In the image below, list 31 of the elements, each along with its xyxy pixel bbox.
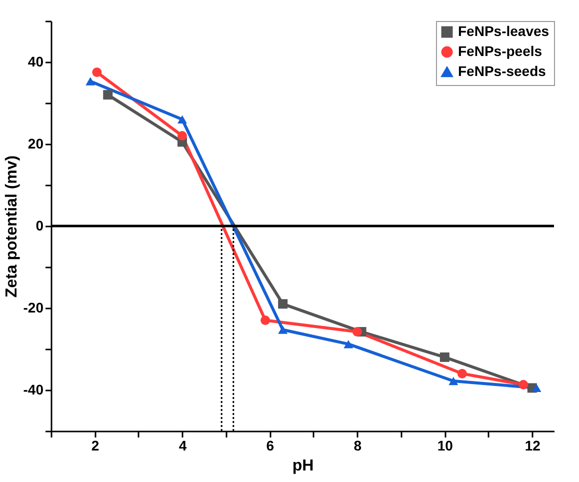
legend-label: FeNPs-peels [458,43,542,59]
x-tick-label: 10 [437,438,454,454]
x-tick-label: 6 [266,438,274,454]
point [518,380,528,390]
x-tick-label: 12 [524,438,541,454]
point [448,376,458,386]
point [260,316,270,326]
legend-label: FeNPs-seeds [458,63,546,79]
y-tick-label: -20 [23,300,44,316]
x-axis-title: pH [292,458,314,474]
y-tick-label: 0 [36,218,44,234]
point [532,384,542,392]
y-tick-label: 20 [28,136,44,152]
point [440,352,450,362]
y-tick-label: 40 [28,54,44,70]
point [352,327,362,337]
point [103,90,113,100]
point [278,326,288,334]
point [86,77,96,86]
point [177,115,187,124]
x-tick-label: 2 [91,438,100,454]
x-tick-label: 4 [178,438,187,454]
point [177,131,187,141]
point [344,340,354,348]
y-axis-title: Zeta potential (mv) [3,155,20,298]
point [92,68,102,77]
legend-label: FeNPs-leaves [458,23,550,39]
y-tick-label: -40 [23,382,44,398]
x-tick-label: 8 [354,438,362,454]
point [457,368,467,378]
point [278,299,288,309]
